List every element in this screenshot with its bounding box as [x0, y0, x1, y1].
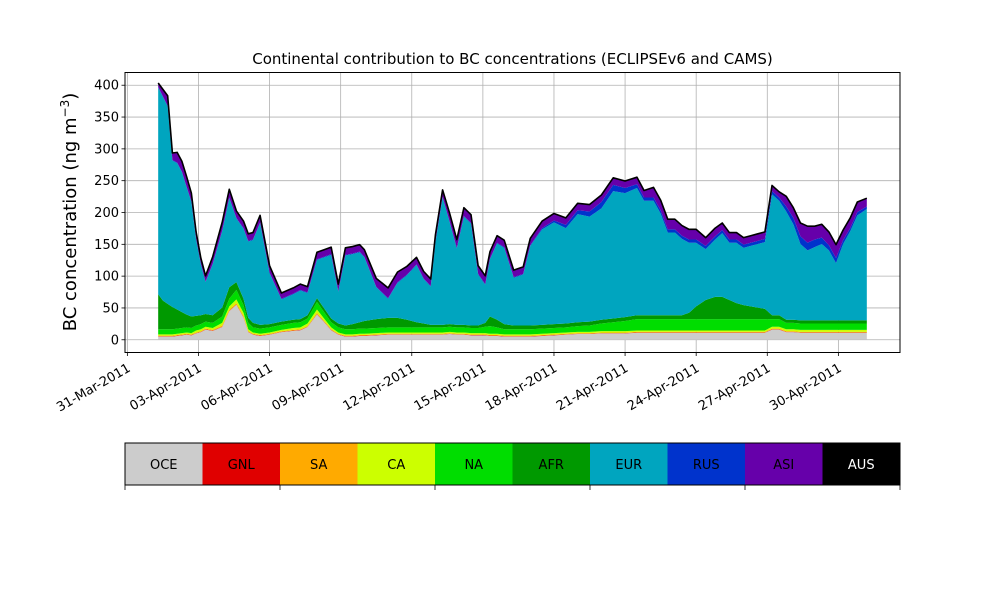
legend-swatch-sa — [280, 443, 358, 485]
legend-frame — [124, 442, 901, 486]
legend-label-oce: OCE — [150, 458, 178, 473]
y-axis-label-main: BC concentration (ng m — [60, 117, 81, 331]
y-tick-label: 400 — [94, 79, 119, 94]
legend-swatch-na — [435, 443, 513, 485]
area-series-afr — [158, 282, 867, 330]
legend-label-asi: ASI — [773, 458, 794, 473]
total-outline — [157, 82, 868, 294]
legend-swatch-afr — [512, 443, 590, 485]
y-tick-label: 200 — [94, 206, 119, 221]
y-tick-label: 300 — [94, 142, 119, 157]
legend-swatch-ca — [357, 443, 435, 485]
y-tick-label: 100 — [94, 270, 119, 285]
total-line — [157, 82, 868, 294]
legend-label-aus: AUS — [848, 458, 875, 473]
y-tick-label: 250 — [94, 174, 119, 189]
legend-label-ca: CA — [387, 458, 405, 473]
legend-label-sa: SA — [310, 458, 327, 473]
legend-swatch-oce — [125, 443, 203, 485]
area-series-oce — [158, 304, 867, 340]
area-series-na — [158, 289, 867, 335]
y-tick-label: 150 — [94, 238, 119, 253]
chart-title: Continental contribution to BC concentra… — [252, 50, 773, 68]
y-axis: 0 50 100 150 200 250 300 350 400 — [94, 79, 125, 348]
y-tick-label: 350 — [94, 111, 119, 126]
legend-swatch-gnl — [202, 443, 280, 485]
legend-label-gnl: GNL — [228, 458, 256, 473]
y-axis-label: BC concentration (ng m−3) — [58, 93, 81, 332]
legend-swatch-aus — [822, 443, 900, 485]
legend-swatch-eur — [590, 443, 668, 485]
y-tick-label: 0 — [111, 333, 119, 348]
y-axis-label-close: ) — [60, 93, 81, 100]
stacked-areas — [158, 83, 867, 340]
y-tick-label: 50 — [102, 301, 119, 316]
legend-swatch-asi — [745, 443, 823, 485]
area-series-eur — [158, 87, 867, 326]
legend-label-eur: EUR — [615, 458, 642, 473]
legend-label-na: NA — [464, 458, 483, 473]
legend-label-afr: AFR — [539, 458, 564, 473]
y-axis-label-exponent: −3 — [58, 100, 72, 118]
legend-label-rus: RUS — [693, 458, 720, 473]
legend-colorbar: OCE GNL SA CA NA AFR EUR RUS ASI AUS — [124, 442, 901, 490]
legend-swatch-rus — [667, 443, 745, 485]
